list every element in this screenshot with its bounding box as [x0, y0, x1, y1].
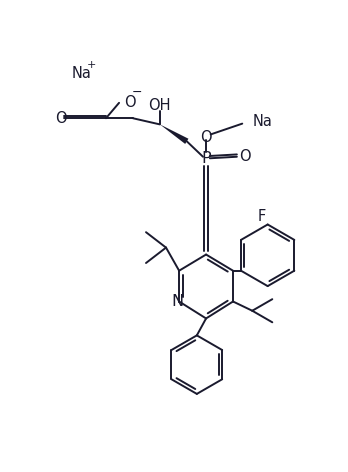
Text: F: F	[258, 209, 266, 224]
Text: Na: Na	[71, 66, 91, 81]
Text: −: −	[132, 86, 142, 99]
Text: P: P	[201, 151, 211, 166]
Text: Na: Na	[252, 114, 272, 129]
Polygon shape	[160, 125, 189, 144]
Text: +: +	[87, 60, 96, 70]
Text: O: O	[125, 95, 136, 110]
Text: O: O	[239, 149, 250, 164]
Text: OH: OH	[149, 98, 171, 113]
Text: N: N	[172, 294, 184, 309]
Text: O: O	[55, 111, 67, 126]
Text: O: O	[200, 130, 212, 145]
